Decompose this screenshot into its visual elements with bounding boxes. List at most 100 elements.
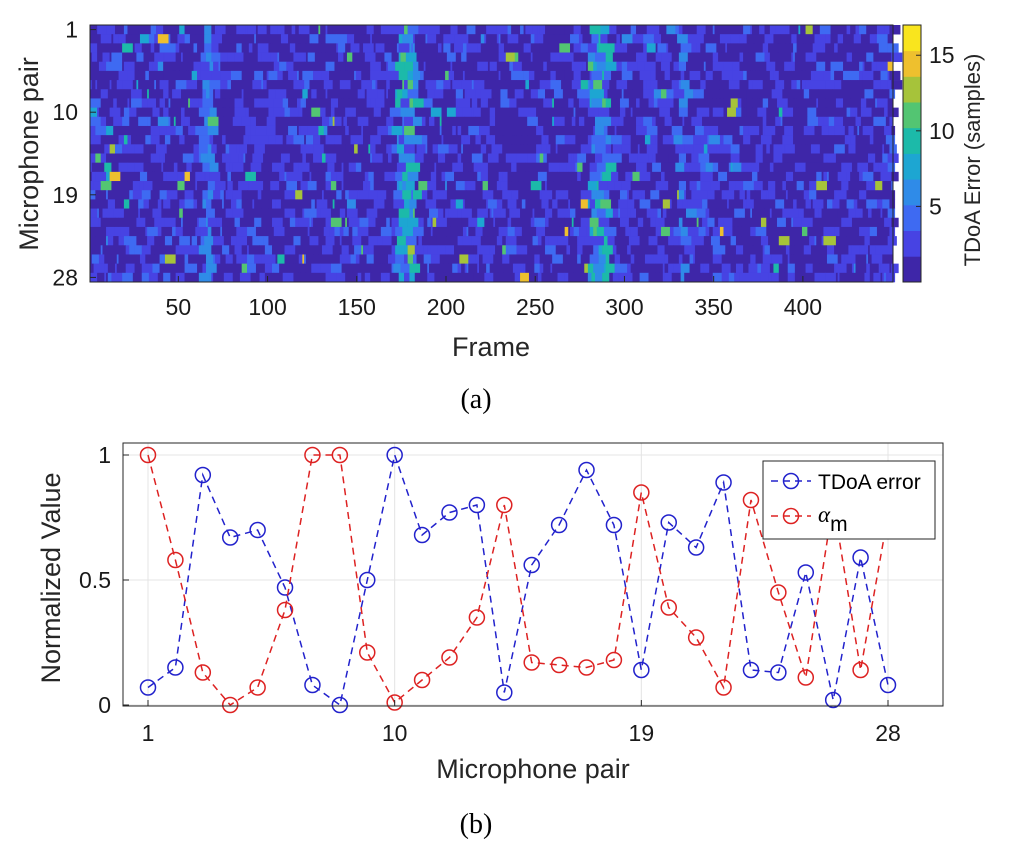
heatmap-cell <box>147 116 151 127</box>
heatmap-cell <box>577 52 589 63</box>
heatmap-cell <box>90 236 96 246</box>
heatmap-cell <box>163 52 166 63</box>
heatmap-cell <box>844 125 849 136</box>
heatmap-cell <box>261 254 266 264</box>
heatmap-cell <box>416 254 419 264</box>
heatmap-cell <box>482 153 487 163</box>
heatmap-cell <box>644 263 656 274</box>
heatmap-cell <box>304 208 312 219</box>
heatmap-cell <box>222 217 228 228</box>
heatmap-cell <box>835 263 847 274</box>
heatmap-cell <box>757 171 765 182</box>
heatmap-cell <box>773 107 780 118</box>
heatmap-cell <box>891 217 899 228</box>
heatmap-cell <box>744 190 747 200</box>
heatmap-cell <box>810 245 817 255</box>
heatmap-cell <box>168 226 173 237</box>
heatmap-cell <box>412 162 421 173</box>
heatmap-cell <box>434 272 437 283</box>
heatmap-cell <box>732 263 737 274</box>
heatmap-cell <box>857 162 869 173</box>
heatmap-cell <box>507 272 512 283</box>
heatmap-cell <box>280 217 284 228</box>
heatmap-cell <box>430 70 442 81</box>
heatmap-cell <box>586 254 590 264</box>
heatmap-cell <box>616 61 619 72</box>
heatmap-cell <box>304 80 310 90</box>
heatmap-cell <box>630 208 637 219</box>
heatmap-cell <box>427 272 435 283</box>
heatmap-cell <box>673 263 681 274</box>
heatmap-cell <box>282 80 289 90</box>
heatmap-cell <box>186 144 194 154</box>
heatmap-cell <box>514 89 524 99</box>
heatmap-cell <box>712 171 719 182</box>
heatmap-cell <box>646 162 653 173</box>
heatmap-cell <box>746 208 751 219</box>
heatmap-cell <box>698 52 706 63</box>
heatmap-cell <box>247 144 250 154</box>
heatmap-cell <box>127 25 130 35</box>
heatmap-cell <box>548 236 558 246</box>
heatmap-cell <box>657 98 667 108</box>
heatmap-cell <box>625 25 631 35</box>
heatmap-cell <box>712 272 722 283</box>
heatmap-cell <box>157 61 164 72</box>
heatmap-cell <box>712 245 721 255</box>
heatmap-cell <box>705 162 714 173</box>
heatmap-cell <box>584 116 596 127</box>
heatmap-cell <box>480 144 487 154</box>
heatmap-cell <box>578 144 582 154</box>
heatmap-cell <box>309 226 316 237</box>
heatmap-cell <box>368 116 376 127</box>
heatmap-cell <box>357 208 367 219</box>
heatmap-cell <box>302 208 305 219</box>
heatmap-cell <box>284 245 296 255</box>
heatmap-cell <box>491 89 494 99</box>
heatmap-cell <box>209 61 214 72</box>
heatmap-cell <box>457 153 462 163</box>
heatmap-cell <box>643 89 655 99</box>
heatmap-cell <box>109 80 112 90</box>
heatmap-cell <box>657 25 660 35</box>
heatmap-cell <box>141 80 153 90</box>
heatmap-cell <box>354 153 362 163</box>
heatmap-cell <box>559 43 571 53</box>
heatmap-cell <box>523 144 528 154</box>
heatmap-cell <box>841 162 853 173</box>
heatmap-cell <box>122 245 126 255</box>
heatmap-cell <box>245 125 251 136</box>
heatmap-cell <box>247 263 257 274</box>
heatmap-cell <box>427 171 432 182</box>
heatmap-cell <box>603 70 612 81</box>
heatmap-cell <box>691 153 699 163</box>
heatmap-cell <box>723 190 735 200</box>
heatmap-cell <box>236 199 242 209</box>
heatmap-cell <box>437 125 441 136</box>
heatmap-cell <box>764 171 776 182</box>
heatmap-cell <box>889 70 901 81</box>
heatmap-cell <box>257 135 269 145</box>
heatmap-cell <box>762 89 772 99</box>
heatmap-cell <box>605 254 610 264</box>
heatmap-cell <box>437 208 444 219</box>
heatmap-cell <box>768 226 778 237</box>
heatmap-cell <box>275 89 285 99</box>
heatmap-cell <box>764 52 771 63</box>
heatmap-cell <box>541 116 553 127</box>
heatmap-cell <box>350 135 362 145</box>
heatmap-cell <box>141 272 150 283</box>
heatmap-cell <box>505 245 508 255</box>
heatmap-cell <box>330 254 341 264</box>
heatmap-cell <box>250 272 255 283</box>
heatmap-cell <box>332 116 335 127</box>
heatmap-cell <box>805 272 815 283</box>
heatmap-cell <box>480 199 487 209</box>
line-x-tick-label: 28 <box>875 720 901 746</box>
legend-tdoa-marker <box>782 472 800 490</box>
heatmap-cell <box>700 171 712 182</box>
heatmap-cell <box>655 107 660 118</box>
heatmap-cell <box>204 171 207 182</box>
heatmap-cell <box>455 190 467 200</box>
heatmap-cell <box>628 236 640 246</box>
